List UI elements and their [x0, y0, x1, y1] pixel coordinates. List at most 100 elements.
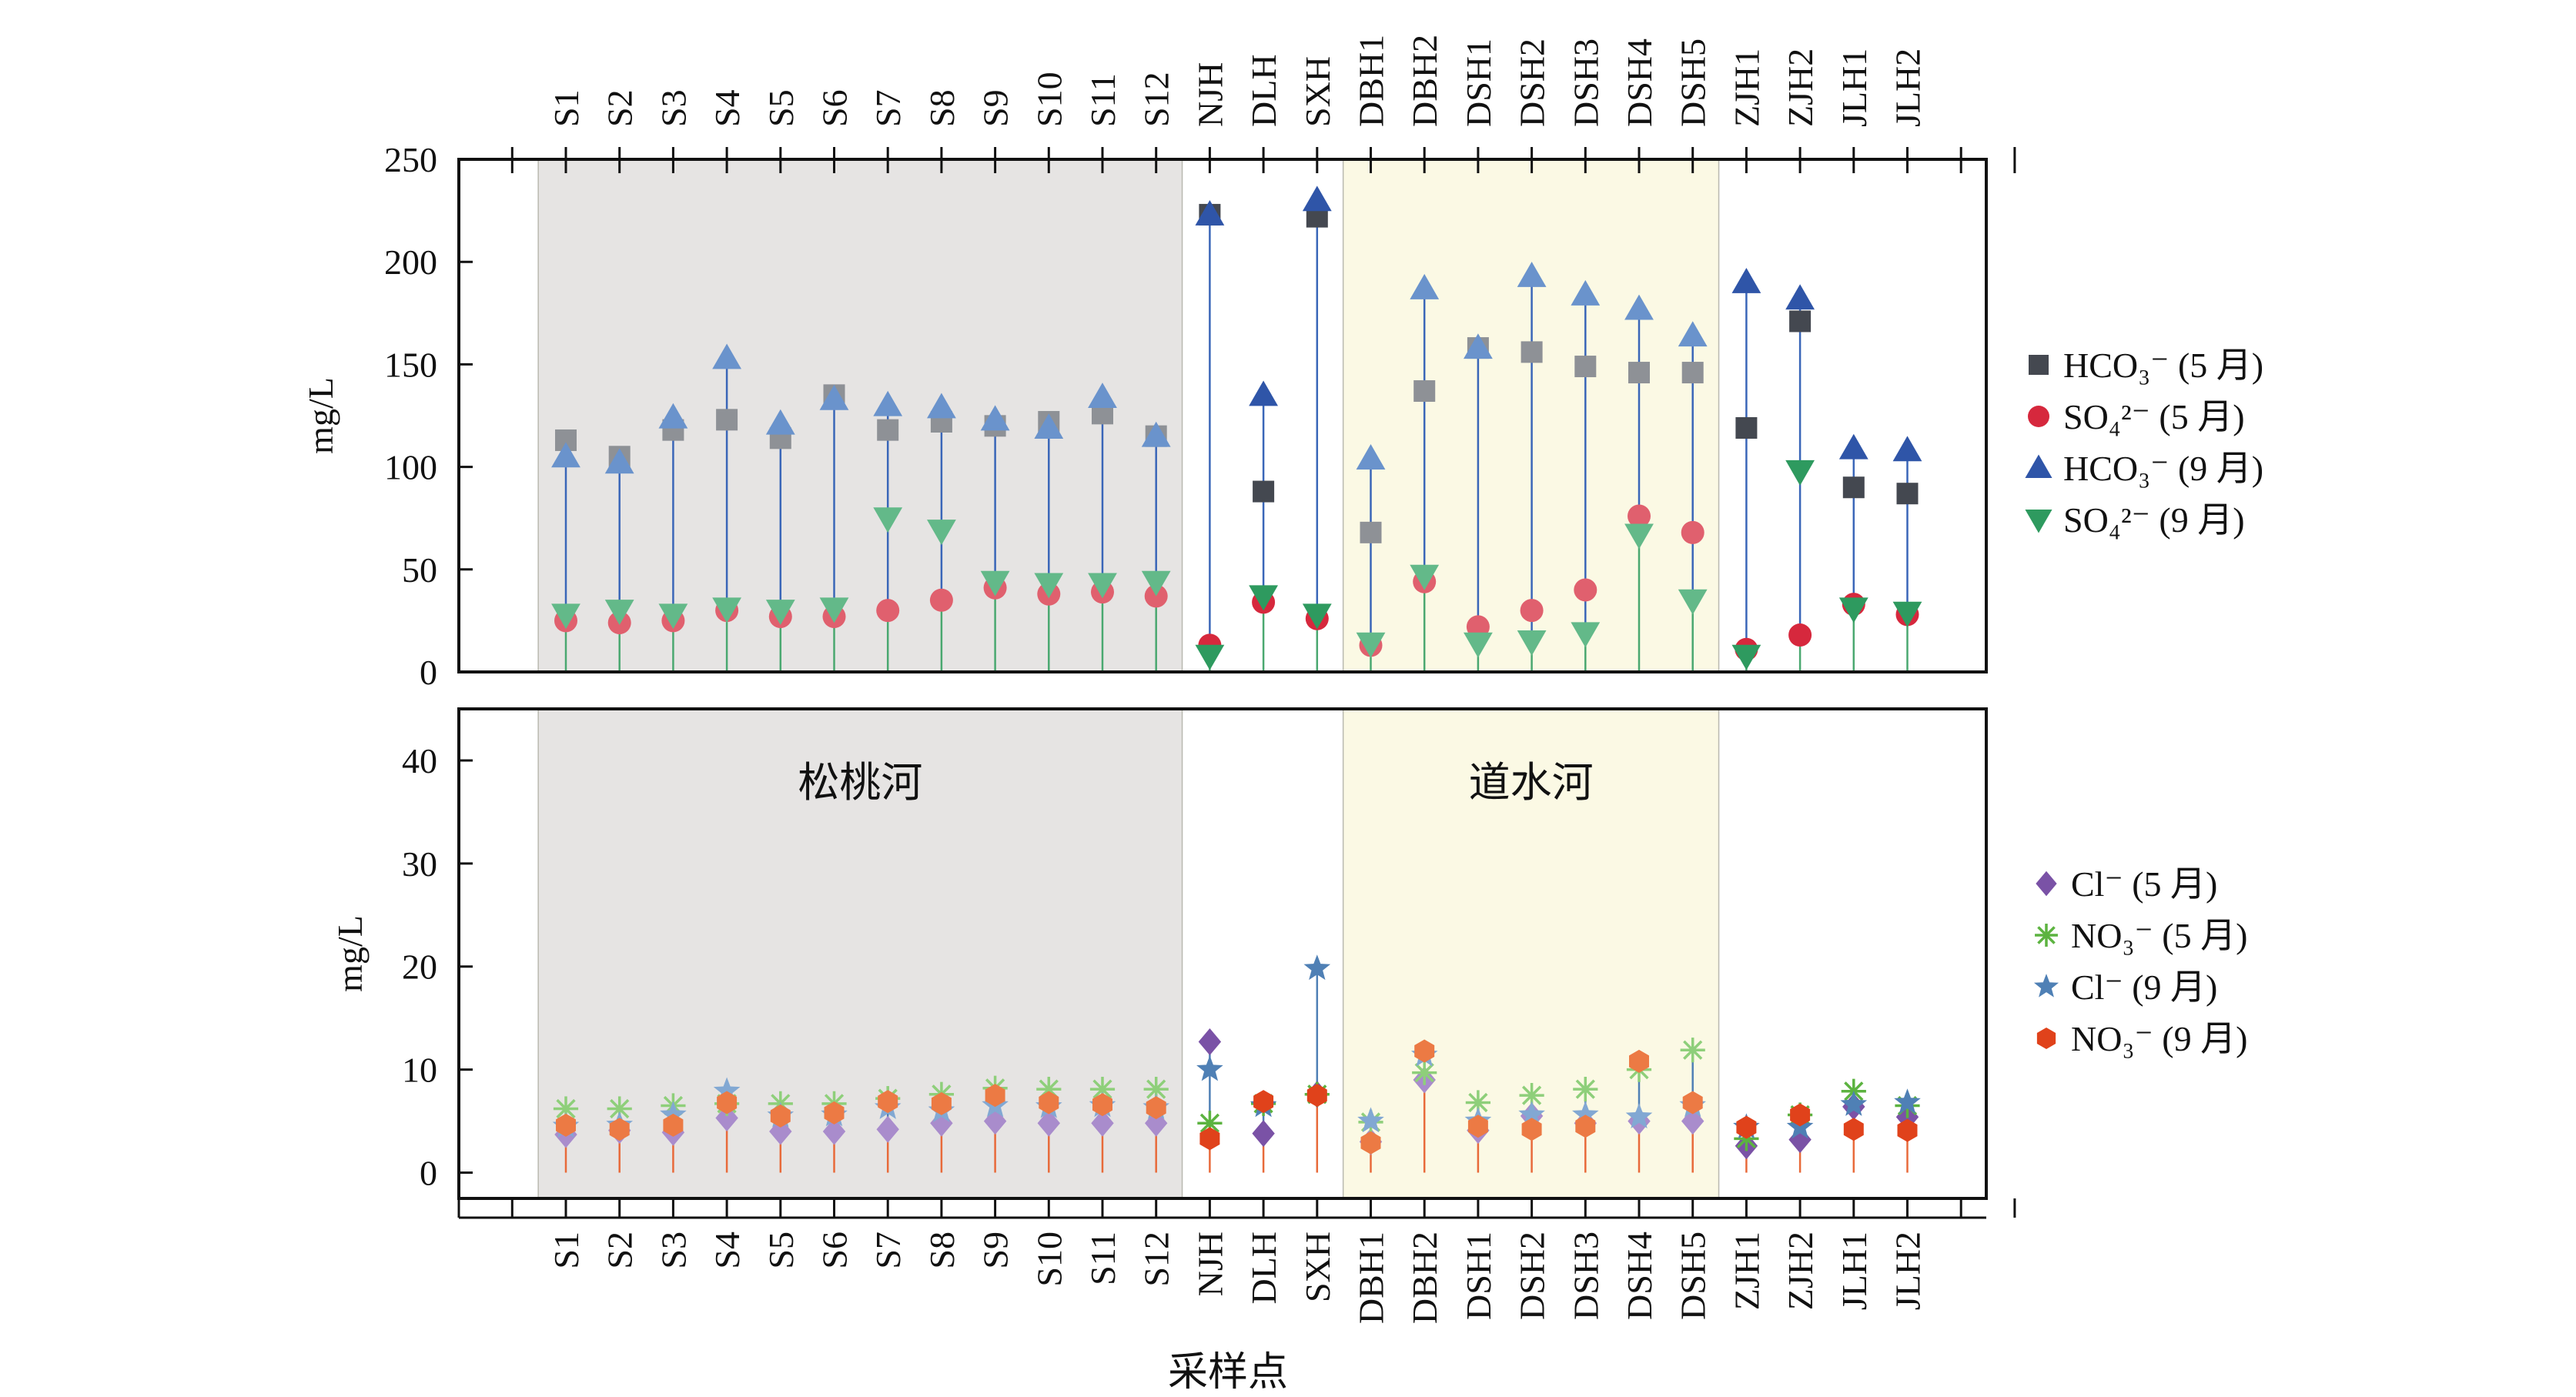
- y-tick-label: 40: [402, 741, 437, 780]
- data-point-hexagon: [1092, 1093, 1112, 1117]
- data-point-circle: [1788, 623, 1812, 647]
- data-point-triangle-down: [1141, 570, 1171, 597]
- data-point-square: [1628, 362, 1650, 384]
- plot-frame: [457, 158, 1988, 673]
- data-point-hexagon: [1897, 1118, 1918, 1142]
- data-point-triangle-up: [1302, 185, 1332, 212]
- data-point-triangle-down: [1517, 630, 1547, 656]
- x-tick-label-bottom: S10: [1029, 1232, 1069, 1287]
- x-tick-label-bottom: DSH2: [1513, 1232, 1552, 1320]
- x-tick-label-top: S1: [547, 89, 586, 127]
- data-point-hexagon: [1360, 1131, 1381, 1155]
- data-point-triangle-down: [658, 603, 688, 630]
- data-point-star: [1894, 1088, 1921, 1115]
- data-point-triangle-down: [765, 600, 795, 625]
- data-point-triangle-down: [1195, 644, 1225, 670]
- data-point-circle: [929, 588, 953, 612]
- legend-item: NO₃⁻ (5 月): [2035, 916, 2247, 955]
- data-point-circle: [876, 599, 900, 623]
- legend-label: SO₄²⁻ (5 月): [2063, 397, 2245, 436]
- x-tick-label-bottom: ZJH2: [1781, 1232, 1820, 1310]
- legend-item: HCO₃⁻ (9 月): [2025, 449, 2263, 488]
- y-tick-label: 20: [402, 947, 437, 987]
- x-tick-label-bottom: S4: [708, 1232, 747, 1269]
- data-point-triangle-down: [551, 603, 580, 630]
- data-point-triangle-up: [1785, 284, 1815, 310]
- x-tick-label-top: ZJH2: [1781, 48, 1820, 127]
- data-point-star: [1625, 1103, 1653, 1128]
- data-point-circle: [1520, 599, 1544, 623]
- y-tick-label: 200: [384, 242, 437, 282]
- x-tick-label-top: SXH: [1298, 56, 1337, 127]
- data-point-square: [1842, 476, 1865, 499]
- data-point-triangle-up: [712, 343, 741, 369]
- data-point-triangle-down: [927, 520, 956, 546]
- data-point-hexagon: [1629, 1049, 1649, 1073]
- data-point-square: [1896, 483, 1919, 505]
- data-point-triangle-down: [1678, 589, 1708, 615]
- y-tick-label: 150: [384, 345, 437, 384]
- x-tick-label-bottom: S8: [922, 1232, 962, 1269]
- x-tick-label-top: S2: [601, 89, 640, 127]
- y-tick-label: 100: [384, 448, 437, 487]
- x-tick-label-top: S7: [868, 89, 908, 127]
- x-tick-label-bottom: DSH3: [1566, 1232, 1605, 1320]
- data-point-diamond: [876, 1115, 899, 1143]
- data-point-triangle-up: [1141, 421, 1171, 447]
- data-point-diamond: [715, 1105, 738, 1132]
- legend-item: NO₃⁻ (9 月): [2036, 1019, 2247, 1058]
- data-point-diamond: [769, 1118, 792, 1145]
- data-point-square: [1681, 362, 1704, 384]
- data-point-asterisk: [1197, 1111, 1223, 1136]
- data-point-triangle-down: [1410, 564, 1440, 590]
- data-point-triangle-down: [1088, 573, 1117, 599]
- y-tick-label: 50: [402, 550, 437, 590]
- data-point-triangle-up: [1571, 279, 1601, 306]
- x-tick-label-bottom: NJH: [1190, 1232, 1229, 1296]
- data-point-triangle-down: [1249, 585, 1278, 611]
- data-point-star: [660, 1101, 687, 1127]
- x-tick-label-bottom: S12: [1137, 1232, 1176, 1287]
- data-point-square: [1574, 356, 1597, 378]
- x-tick-label-top: DSH4: [1620, 38, 1659, 127]
- asterisk-stroke: [1199, 1113, 1220, 1133]
- data-point-square: [1735, 416, 1758, 439]
- x-tick-label-top: S4: [708, 89, 747, 127]
- data-point-triangle-down: [1731, 644, 1761, 670]
- x-axis-title: 采样点: [1168, 1351, 1288, 1395]
- asterisk-stroke: [1414, 1063, 1434, 1083]
- data-point-asterisk: [1412, 1060, 1437, 1085]
- data-point-square: [1253, 480, 1275, 503]
- x-tick-label-bottom: S5: [761, 1232, 801, 1269]
- x-tick-label-bottom: SXH: [1298, 1232, 1337, 1302]
- x-tick-label-top: DBH1: [1352, 35, 1391, 127]
- x-tick-label-bottom: S1: [547, 1232, 586, 1269]
- legend-label: NO₃⁻ (5 月): [2071, 916, 2247, 955]
- data-point-triangle-up: [927, 393, 956, 419]
- data-point-diamond: [1198, 1028, 1222, 1055]
- data-point-hexagon: [1146, 1096, 1166, 1120]
- asterisk-stroke: [556, 1098, 576, 1119]
- data-point-star: [1357, 1107, 1384, 1133]
- data-point-triangle-down: [873, 507, 903, 533]
- data-point-square: [1521, 341, 1543, 363]
- legend-label: NO₃⁻ (9 月): [2071, 1019, 2247, 1058]
- data-point-hexagon: [663, 1113, 684, 1137]
- x-tick-label-bottom: S7: [868, 1232, 908, 1269]
- data-point-triangle-up: [1088, 383, 1117, 409]
- legend-marker-triangle-down: [2025, 510, 2052, 533]
- data-point-asterisk: [1519, 1083, 1544, 1108]
- data-point-triangle-up: [1892, 436, 1922, 462]
- data-point-diamond: [1252, 1120, 1275, 1148]
- data-point-triangle-down: [1464, 632, 1493, 658]
- x-tick-label-bottom: DSH5: [1674, 1232, 1713, 1320]
- x-tick-label-top: DBH2: [1405, 35, 1444, 127]
- data-point-triangle-up: [604, 448, 634, 474]
- x-tick-label-bottom: DLH: [1244, 1232, 1283, 1305]
- y-axis-title: mg/L: [330, 915, 370, 992]
- legend-item: Cl⁻ (9 月): [2033, 968, 2217, 1007]
- x-tick-label-bottom: S9: [976, 1232, 1015, 1269]
- data-point-circle: [1574, 578, 1597, 602]
- x-tick-label-top: S6: [815, 89, 855, 127]
- data-point-triangle-up: [819, 384, 849, 410]
